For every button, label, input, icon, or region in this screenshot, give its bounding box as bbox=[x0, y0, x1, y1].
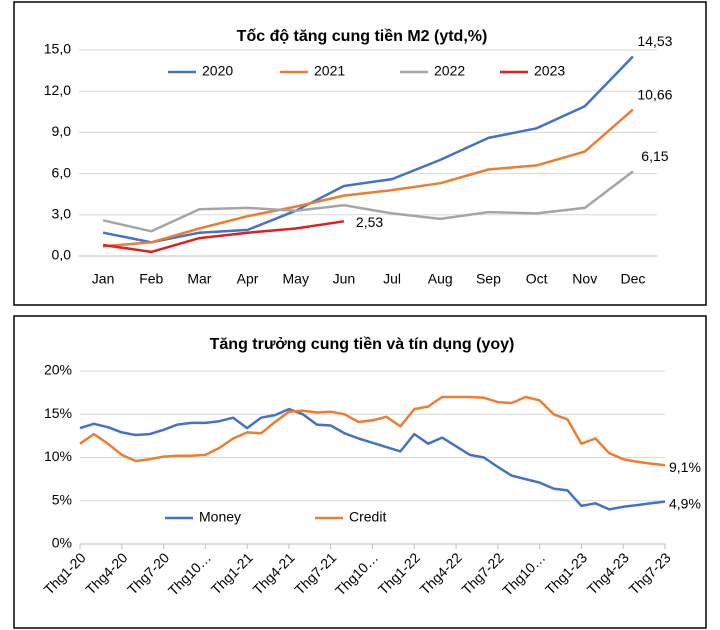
x-tick-label: Thg4-20 bbox=[82, 549, 130, 597]
y-tick-label: 0,0 bbox=[52, 247, 72, 263]
x-tick-label: Dec bbox=[620, 271, 645, 287]
legend-label: 2023 bbox=[534, 63, 565, 79]
x-tick-label: Feb bbox=[139, 271, 163, 287]
x-tick-label: Thg4-21 bbox=[249, 549, 297, 597]
legend-label: Money bbox=[199, 509, 241, 525]
series-line bbox=[102, 55, 634, 244]
x-tick-label: Sep bbox=[476, 271, 501, 287]
legend-label: 2021 bbox=[314, 63, 345, 79]
x-tick-label: Thg10… bbox=[332, 549, 381, 598]
y-tick-label: 15% bbox=[44, 405, 72, 421]
data-label: 4,9% bbox=[669, 495, 701, 511]
chart-title: Tốc độ tăng cung tiền M2 (ytd,%) bbox=[237, 28, 488, 45]
series-line bbox=[102, 108, 634, 248]
x-tick-label: Nov bbox=[572, 271, 597, 287]
x-tick-label: Thg7-23 bbox=[626, 549, 674, 597]
y-tick-label: 0% bbox=[52, 535, 72, 551]
series-line bbox=[79, 395, 666, 467]
x-tick-label: Thg1-23 bbox=[542, 549, 590, 597]
x-tick-label: Thg1-21 bbox=[208, 549, 256, 597]
x-tick-label: Apr bbox=[237, 271, 259, 287]
data-label: 6,15 bbox=[641, 148, 668, 164]
x-tick-label: Thg1-22 bbox=[375, 549, 423, 597]
y-tick-label: 6,0 bbox=[52, 164, 72, 180]
x-tick-label: Thg7-22 bbox=[458, 549, 506, 597]
x-tick-label: Thg4-22 bbox=[417, 549, 465, 597]
y-tick-label: 3,0 bbox=[52, 206, 72, 222]
x-tick-label: Mar bbox=[187, 271, 211, 287]
series-line bbox=[102, 220, 345, 254]
chart-title: Tăng trưởng cung tiền và tín dụng (yoy) bbox=[210, 336, 515, 353]
series-line bbox=[79, 407, 666, 511]
series-line bbox=[102, 170, 634, 233]
y-tick-label: 9,0 bbox=[52, 123, 72, 139]
y-tick-label: 5% bbox=[52, 491, 72, 507]
y-tick-label: 20% bbox=[44, 362, 72, 378]
chart-frame bbox=[13, 1, 707, 306]
data-label: 10,66 bbox=[637, 86, 672, 102]
data-label: 14,53 bbox=[637, 33, 672, 49]
x-tick-label: Thg10… bbox=[165, 549, 214, 598]
legend-label: 2020 bbox=[202, 63, 233, 79]
data-label: 2,53 bbox=[356, 214, 383, 230]
x-tick-label: Thg7-21 bbox=[291, 549, 339, 597]
x-tick-label: Thg7-20 bbox=[124, 549, 172, 597]
y-tick-label: 15,0 bbox=[44, 41, 71, 57]
x-tick-label: Jul bbox=[383, 271, 401, 287]
x-tick-label: Aug bbox=[428, 271, 453, 287]
x-tick-label: Oct bbox=[526, 271, 548, 287]
x-tick-label: May bbox=[283, 271, 309, 287]
x-tick-label: Jun bbox=[333, 271, 356, 287]
legend-label: Credit bbox=[349, 509, 386, 525]
legend-label: 2022 bbox=[434, 63, 465, 79]
x-tick-label: Thg4-23 bbox=[584, 549, 632, 597]
x-tick-label: Jan bbox=[92, 271, 115, 287]
chart-frame bbox=[13, 315, 707, 629]
x-tick-label: Thg10… bbox=[499, 549, 548, 598]
x-tick-label: Thg1-20 bbox=[41, 549, 89, 597]
y-tick-label: 12,0 bbox=[44, 82, 71, 98]
y-tick-label: 10% bbox=[44, 448, 72, 464]
data-label: 9,1% bbox=[669, 459, 701, 475]
